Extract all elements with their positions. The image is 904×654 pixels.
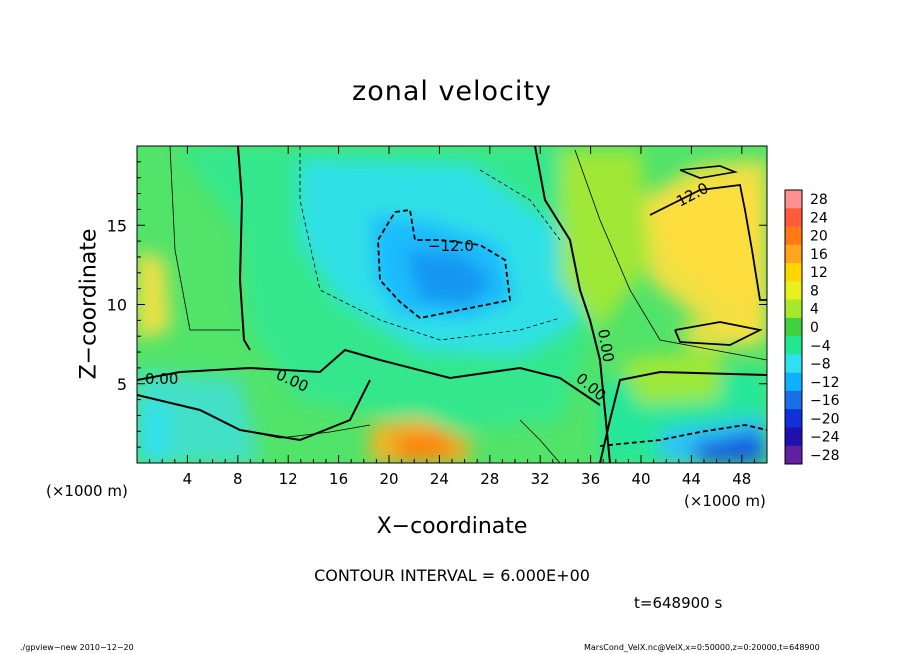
y-tick-label: 10 <box>107 296 127 315</box>
contour-line-3 <box>599 370 767 463</box>
contour-line-6 <box>649 184 767 301</box>
colorbar: 28 24 20 16 12 8 4 0 −4 −8 −12 −16 −20 −24 −28 <box>784 189 840 465</box>
colorbar-label: 0 <box>810 320 819 336</box>
colorbar-label: −12 <box>810 375 840 391</box>
y-axis: 5 10 15 <box>107 161 767 448</box>
y-tick-label: 5 <box>117 375 127 394</box>
velocity-field <box>137 146 767 463</box>
x-tick-label: 24 <box>430 470 449 488</box>
colorbar-label: 20 <box>810 229 828 245</box>
x-tick-label: 28 <box>480 470 499 488</box>
colorbar-cell <box>785 354 802 374</box>
field-blob-16 <box>137 400 170 463</box>
colorbar-cell <box>785 299 802 319</box>
colorbar-cell <box>785 317 802 337</box>
footer-left: ./gpview−new 2010−12−20 <box>20 643 134 652</box>
contour-line-9 <box>599 424 767 447</box>
footer-right: MarsCond_VelX.nc@VelX,x=0:50000,z=0:2000… <box>584 643 820 652</box>
colorbar-cell <box>785 208 802 227</box>
x-unit-left: (×1000 m) <box>46 482 128 500</box>
contour-line-14 <box>239 424 371 439</box>
x-tick-label: 48 <box>732 470 751 488</box>
colorbar-label: −8 <box>810 357 831 373</box>
contour-line-5 <box>377 208 511 319</box>
colorbar-label: −28 <box>810 448 840 464</box>
colorbar-cell <box>785 336 802 355</box>
contour-label: 0.00 <box>594 328 618 364</box>
x-unit-right: (×1000 m) <box>684 492 766 510</box>
colorbar-cell <box>785 409 802 428</box>
chart-title: zonal velocity <box>352 76 552 107</box>
contour-line-2 <box>534 146 611 463</box>
x-tick-label: 20 <box>379 470 398 488</box>
contour-line-7 <box>674 321 763 346</box>
colorbar-label: −24 <box>810 430 840 446</box>
x-tick-label: 44 <box>682 470 701 488</box>
colorbar-label: 4 <box>810 302 819 318</box>
field-blob-10 <box>690 430 767 463</box>
x-tick-label: 12 <box>279 470 298 488</box>
contour-lines <box>137 146 767 463</box>
contour-line-1 <box>137 348 601 406</box>
x-tick-label: 16 <box>329 470 348 488</box>
colorbar-cell <box>785 372 802 392</box>
colorbar-cell <box>785 226 802 246</box>
colorbar-label: 12 <box>810 265 828 281</box>
colorbar-cell <box>785 244 802 264</box>
colorbar-label: 8 <box>810 284 819 300</box>
colorbar-cell <box>785 427 802 447</box>
contour-line-11 <box>169 146 240 331</box>
contour-line-0 <box>237 146 251 351</box>
contour-line-15 <box>519 419 561 463</box>
y-tick-label: 15 <box>107 216 127 235</box>
colorbar-label: −20 <box>810 411 840 427</box>
x-axis: 4 8 12 16 20 24 28 32 36 40 44 48 <box>149 146 755 488</box>
x-tick-label: 32 <box>531 470 550 488</box>
contour-line-10 <box>299 146 561 341</box>
x-axis-label: X−coordinate <box>376 514 528 539</box>
colorbar-cell <box>785 445 802 465</box>
contour-label: 0.00 <box>145 370 178 388</box>
y-axis-label: Z−coordinate <box>76 228 102 380</box>
contour-line-12 <box>574 149 767 361</box>
field-blob-12 <box>395 432 460 463</box>
field-blob-6 <box>137 250 170 340</box>
colorbar-label: −4 <box>810 338 831 354</box>
colorbar-label: 24 <box>810 210 828 226</box>
colorbar-label: 28 <box>810 192 828 208</box>
contour-label: −12.0 <box>428 237 474 255</box>
colorbar-cell <box>785 263 802 282</box>
x-tick-label: 4 <box>183 470 193 488</box>
colorbar-label: 16 <box>810 247 828 263</box>
x-tick-label: 40 <box>631 470 650 488</box>
x-tick-label: 8 <box>233 470 243 488</box>
colorbar-cell <box>785 281 802 300</box>
contour-line-4 <box>137 379 371 442</box>
time-label: t=648900 s <box>634 594 723 612</box>
field-blob-14 <box>620 350 720 405</box>
field-blob-3 <box>405 250 495 305</box>
contour-line-13 <box>479 169 561 241</box>
colorbar-frame <box>784 189 803 465</box>
x-tick-label: 36 <box>581 470 600 488</box>
contour-line-8 <box>679 165 738 179</box>
colorbar-cell <box>785 190 802 209</box>
contour-interval-text: CONTOUR INTERVAL = 6.000E+00 <box>314 566 590 585</box>
colorbar-label: −16 <box>810 393 840 409</box>
colorbar-cell <box>785 390 802 410</box>
